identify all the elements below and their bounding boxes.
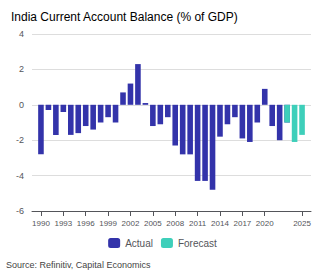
- svg-text:1990: 1990: [32, 219, 50, 228]
- svg-text:2011: 2011: [189, 219, 207, 228]
- svg-text:2020: 2020: [256, 219, 274, 228]
- svg-text:1999: 1999: [99, 219, 117, 228]
- svg-text:2005: 2005: [144, 219, 162, 228]
- svg-text:2014: 2014: [211, 219, 229, 228]
- svg-text:Forecast: Forecast: [178, 238, 217, 249]
- svg-text:-6: -6: [16, 206, 24, 216]
- svg-text:4: 4: [19, 29, 24, 39]
- svg-text:Source: Refinitiv, Capital Eco: Source: Refinitiv, Capital Economics: [6, 260, 151, 270]
- svg-text:2008: 2008: [166, 219, 184, 228]
- svg-text:India Current Account Balance: India Current Account Balance (% of GDP): [11, 10, 238, 24]
- svg-text:-2: -2: [16, 135, 24, 145]
- svg-text:-4: -4: [16, 171, 24, 181]
- svg-text:2: 2: [19, 64, 24, 74]
- svg-text:0: 0: [19, 100, 24, 110]
- svg-text:2025: 2025: [293, 219, 311, 228]
- svg-text:Actual: Actual: [125, 238, 153, 249]
- svg-text:1993: 1993: [54, 219, 72, 228]
- svg-text:2017: 2017: [233, 219, 251, 228]
- svg-text:2002: 2002: [122, 219, 140, 228]
- svg-text:1996: 1996: [77, 219, 95, 228]
